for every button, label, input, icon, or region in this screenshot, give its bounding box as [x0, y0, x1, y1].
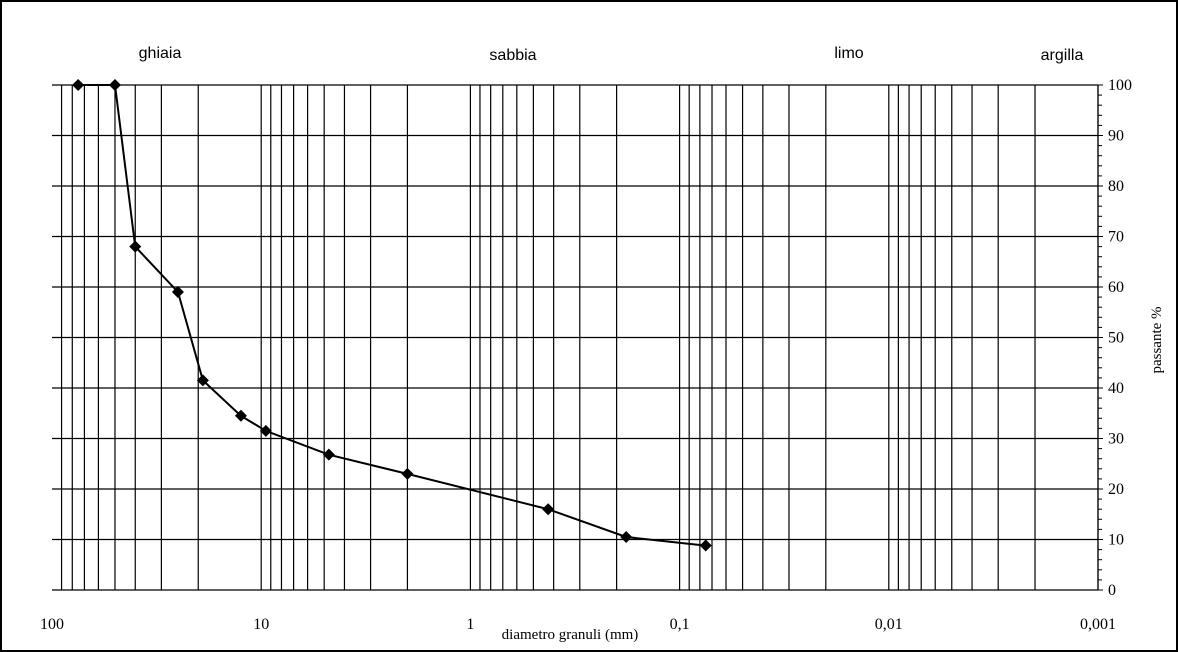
- y-axis-label: passante %: [1149, 306, 1165, 373]
- data-point-marker: [620, 530, 633, 543]
- y-tick-label: 10: [1108, 532, 1124, 549]
- data-point-marker: [108, 79, 121, 91]
- y-tick-label: 20: [1108, 481, 1124, 498]
- data-point-marker: [322, 448, 335, 461]
- x-tick-label: 0,1: [670, 616, 690, 633]
- zone-label-limo: limo: [834, 45, 863, 62]
- data-series: [72, 79, 712, 552]
- data-point-marker: [259, 424, 272, 437]
- zone-label-sabbia: sabbia: [489, 47, 536, 64]
- minor-ticks: [1098, 84, 1103, 591]
- y-tick-label: 30: [1108, 431, 1124, 448]
- y-tick-label: 70: [1108, 229, 1124, 246]
- y-tick-label: 100: [1108, 77, 1132, 94]
- data-point-marker: [234, 409, 247, 422]
- y-tick-labels: 0 10 20 30 40 50 60 70 80 90 100: [1108, 77, 1132, 599]
- x-axis-label: diametro granuli (mm): [502, 627, 639, 643]
- y-tick-label: 0: [1108, 582, 1116, 599]
- x-tick-label: 0,001: [1080, 616, 1116, 633]
- zone-label-ghiaia: ghiaia: [139, 45, 182, 62]
- x-tick-label: 10: [253, 616, 269, 633]
- x-tick-label: 100: [40, 616, 64, 633]
- y-tick-label: 40: [1108, 380, 1124, 397]
- data-point-marker: [196, 374, 209, 387]
- data-point-marker: [72, 79, 85, 91]
- data-point-marker: [542, 503, 555, 516]
- zone-label-argilla: argilla: [1041, 47, 1084, 64]
- y-tick-label: 90: [1108, 128, 1124, 145]
- y-tick-label: 80: [1108, 178, 1124, 195]
- y-tick-label: 50: [1108, 330, 1124, 347]
- data-point-marker: [699, 539, 712, 552]
- y-tick-label: 60: [1108, 279, 1124, 296]
- data-point-marker: [171, 286, 184, 299]
- data-point-marker: [129, 240, 142, 253]
- x-tick-label: 1: [466, 616, 474, 633]
- x-tick-label: 0,01: [875, 616, 903, 633]
- x-tick-labels: 100 10 1 0,1 0,01 0,001: [40, 616, 1116, 633]
- series-line: [78, 84, 706, 547]
- grid: [52, 84, 1099, 591]
- data-point-marker: [401, 467, 414, 480]
